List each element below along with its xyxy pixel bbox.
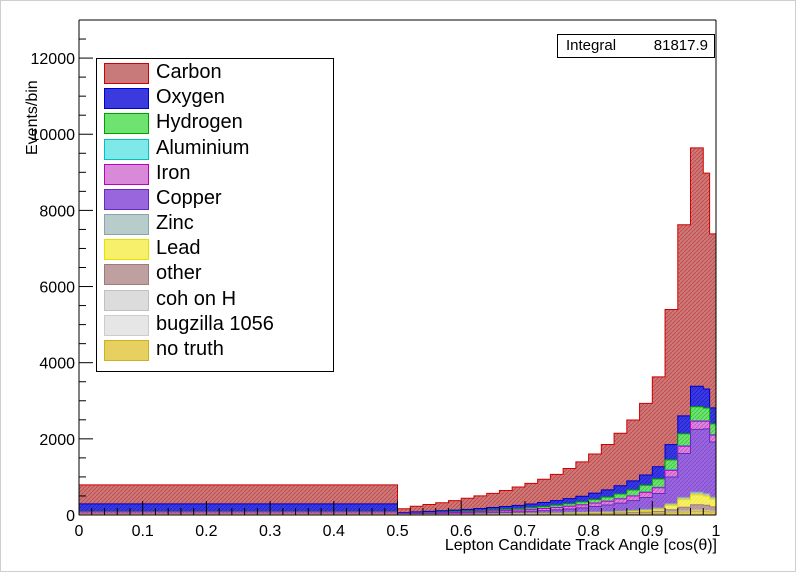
x-tick-label: 0.5 [386, 523, 408, 540]
legend-label: coh on H [156, 287, 237, 310]
x-tick-label: 1 [712, 523, 721, 540]
legend-label: Carbon [156, 61, 222, 83]
legend-swatch [104, 163, 149, 185]
legend-label: bugzilla 1056 [156, 312, 274, 335]
legend-item: other [104, 262, 334, 286]
legend-swatch [104, 138, 149, 160]
legend-swatch [104, 63, 149, 84]
legend-label: other [156, 262, 202, 285]
legend-swatch [104, 239, 149, 261]
x-tick-label: 0.9 [641, 523, 663, 540]
legend-swatch [104, 214, 149, 235]
legend-item: Carbon [104, 61, 334, 85]
y-tick-label: 12000 [31, 51, 76, 68]
x-tick-label: 0 [75, 523, 84, 540]
x-tick-label: 0.3 [259, 523, 281, 540]
legend-item: no truth [104, 337, 334, 362]
legend-item: Hydrogen [104, 111, 334, 135]
y-tick-label: 0 [66, 508, 75, 525]
legend-swatch [104, 264, 149, 286]
legend-label: Iron [156, 161, 191, 184]
legend-swatch [104, 314, 149, 336]
x-tick-label: 0.7 [514, 523, 536, 540]
legend-swatch [104, 339, 149, 361]
legend-label: Aluminium [156, 136, 250, 159]
legend-label: Zinc [156, 212, 194, 234]
y-tick-label: 6000 [39, 280, 75, 297]
legend-swatch [104, 113, 149, 135]
x-axis-title: Lepton Candidate Track Angle [cos(θ)] [444, 537, 717, 554]
legend-item: Lead [104, 237, 334, 261]
stats-integral-label: Integral [566, 37, 617, 54]
stats-integral-value: 81817.9 [653, 37, 708, 54]
legend-swatch [104, 289, 149, 311]
x-tick-label: 0.1 [132, 523, 154, 540]
y-tick-label: 2000 [39, 432, 75, 449]
legend-item: bugzilla 1056 [104, 312, 334, 337]
x-tick-label: 0.4 [323, 523, 345, 540]
legend-label: no truth [156, 337, 224, 360]
legend-item: Oxygen [104, 86, 334, 110]
y-tick-label: 10000 [31, 127, 76, 144]
x-tick-label: 0.2 [195, 523, 217, 540]
legend-item: Aluminium [104, 136, 334, 161]
legend-label: Copper [156, 186, 222, 209]
y-tick-label: 8000 [39, 203, 75, 220]
legend-item: Zinc [104, 212, 334, 236]
y-axis-title: Events/bin [24, 80, 41, 155]
x-tick-label: 0.8 [577, 523, 599, 540]
legend: Carbon Oxygen Hydrogen Aluminium Iron Copper Z… [96, 58, 334, 372]
y-tick-label: 4000 [39, 356, 75, 373]
legend-swatch [104, 88, 149, 110]
x-tick-label: 0.6 [450, 523, 472, 540]
legend-item: coh on H [104, 287, 334, 312]
legend-swatch [104, 188, 149, 210]
legend-item: Iron [104, 161, 334, 186]
legend-item: Copper [104, 186, 334, 211]
legend-label: Hydrogen [156, 111, 243, 134]
legend-label: Oxygen [156, 86, 225, 109]
legend-label: Lead [156, 237, 201, 260]
stats-box: Integral 81817.9 [557, 34, 715, 58]
